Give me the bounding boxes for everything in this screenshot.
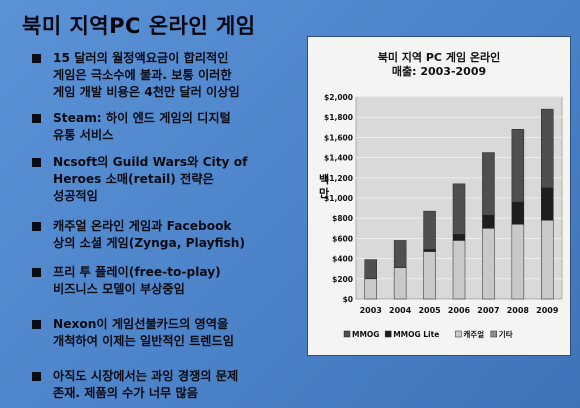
x-tick-label: 2003 xyxy=(360,306,382,315)
y-axis-label: 만 xyxy=(319,186,329,200)
legend-swatch xyxy=(490,330,498,338)
bar-segment xyxy=(393,240,407,268)
y-tick-label: $600 xyxy=(332,234,353,243)
bullet-text: 프리 투 플레이(free-to-play) 비즈니스 모델이 부상중임 xyxy=(53,265,221,296)
y-tick-label: $0 xyxy=(343,295,353,304)
x-tick-label: 2009 xyxy=(536,306,559,315)
bar-segment xyxy=(423,210,436,250)
legend-label: MMOG Lite xyxy=(393,330,439,339)
bar-segment xyxy=(482,214,495,229)
legend-swatch xyxy=(343,330,351,338)
bullet-square-icon xyxy=(32,222,41,231)
bar-segment xyxy=(452,240,466,300)
legend-label: 기타 xyxy=(499,329,513,339)
bullet-item: 프리 투 플레이(free-to-play) 비즈니스 모델이 부상중임 xyxy=(22,264,294,298)
legend-swatch xyxy=(384,330,392,338)
bar-segment xyxy=(511,224,525,300)
bullet-item: 캐주얼 온라인 게임과 Facebook 상의 소셜 게임(Zynga, Pla… xyxy=(22,218,294,252)
x-tick-label: 2006 xyxy=(448,306,471,315)
bullet-square-icon xyxy=(32,54,41,63)
bar-segment xyxy=(364,259,377,280)
y-axis-label: 백 xyxy=(319,172,329,186)
chart-subtitle: 매출: 2003-2009 xyxy=(392,64,486,78)
x-tick-label: 2007 xyxy=(477,306,499,315)
bullet-square-icon xyxy=(32,114,41,123)
bar-segment xyxy=(423,249,436,252)
bullet-text: Steam: 하이 엔드 게임의 디지털 유통 서비스 xyxy=(53,111,231,142)
legend-label: 캐주얼 xyxy=(463,329,484,339)
bar-segment xyxy=(482,228,495,300)
bullet-text: Ncsoft의 Guild Wars와 City of Heroes 소매(re… xyxy=(53,155,248,203)
x-tick-label: 2004 xyxy=(389,306,412,315)
bullet-text: 아직도 시장에서는 과잉 경쟁의 문제 존재. 제품의 수가 너무 많음 xyxy=(53,369,239,400)
bar-segment xyxy=(482,152,495,216)
bullet-item: 아직도 시장에서는 과잉 경쟁의 문제 존재. 제품의 수가 너무 많음 xyxy=(22,368,294,402)
bar-segment xyxy=(452,234,466,241)
y-tick-label: $200 xyxy=(332,275,353,284)
y-tick-label: $2,000 xyxy=(324,93,353,102)
bullet-item: Nexon이 게임선불카드의 영역을 개척하여 이제는 일반적인 트렌드임 xyxy=(22,316,294,350)
legend-swatch xyxy=(455,330,462,338)
bullet-text: 15 달러의 월정액요금이 합리적인 게임은 극소수에 불과. 보통 이러한 게… xyxy=(53,51,240,99)
y-tick-label: $1,000 xyxy=(324,194,353,203)
y-tick-label: $1,200 xyxy=(324,174,353,183)
bullet-item: Steam: 하이 엔드 게임의 디지털 유통 서비스 xyxy=(22,110,294,144)
x-tick-label: 2008 xyxy=(507,306,530,315)
bullet-square-icon xyxy=(32,320,41,329)
chart-title: 북미 지역 PC 게임 온라인 xyxy=(378,50,501,64)
bar-segment xyxy=(541,219,554,300)
bar-segment xyxy=(423,251,436,300)
bullet-square-icon xyxy=(32,268,41,277)
y-tick-label: $1,800 xyxy=(324,113,353,122)
legend-label: MMOG xyxy=(352,330,379,339)
y-tick-label: $1,600 xyxy=(324,133,353,142)
bar-segment xyxy=(511,129,525,203)
x-tick-label: 2005 xyxy=(418,306,441,315)
bullet-square-icon xyxy=(32,158,41,167)
bullet-item: Ncsoft의 Guild Wars와 City of Heroes 소매(re… xyxy=(22,154,294,205)
bullet-text: Nexon이 게임선불카드의 영역을 개척하여 이제는 일반적인 트렌드임 xyxy=(53,317,234,348)
chart-panel: 북미 지역 PC 게임 온라인 매출: 2003-2009 $0 $200 $400 $6… xyxy=(307,36,571,356)
bar-segment xyxy=(364,278,377,300)
y-tick-label: $1,400 xyxy=(324,154,353,163)
bar-segment xyxy=(541,187,554,221)
y-tick-label: $400 xyxy=(332,255,353,264)
bar-segment xyxy=(393,267,407,300)
bar-segment xyxy=(511,201,525,225)
bullet-text: 캐주얼 온라인 게임과 Facebook 상의 소셜 게임(Zynga, Pla… xyxy=(53,219,246,250)
bar-segment xyxy=(452,183,466,235)
bullet-item: 15 달러의 월정액요금이 합리적인 게임은 극소수에 불과. 보통 이러한 게… xyxy=(22,50,294,101)
y-tick-label: $800 xyxy=(332,214,353,223)
slide-title: 북미 지역PC 온라인 게임 xyxy=(22,14,256,38)
bar-segment xyxy=(541,108,554,189)
bullet-square-icon xyxy=(32,372,41,381)
